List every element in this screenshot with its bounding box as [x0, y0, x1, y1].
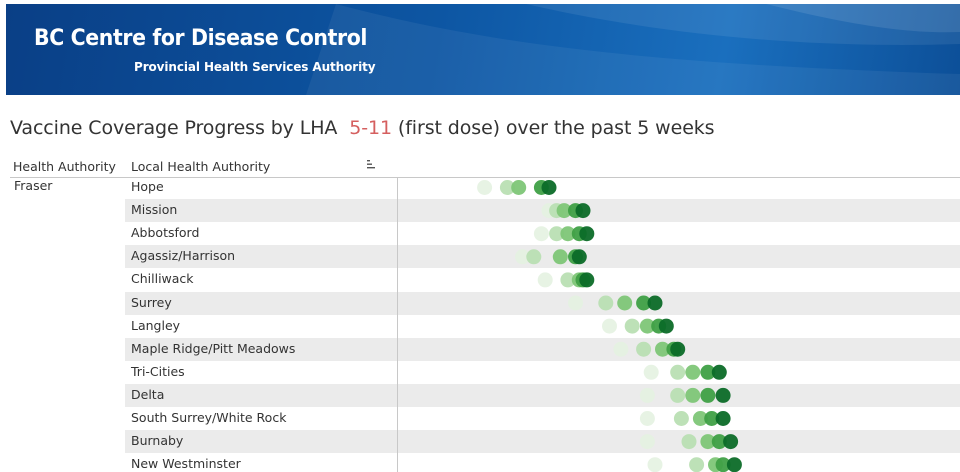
coverage-dot[interactable]	[639, 411, 655, 426]
coverage-dot[interactable]	[692, 411, 708, 426]
coverage-dot[interactable]	[647, 457, 663, 472]
plot-divider	[397, 178, 398, 472]
row-band	[125, 245, 960, 269]
coverage-dot[interactable]	[711, 364, 727, 380]
coverage-dot[interactable]	[639, 434, 655, 450]
lha-label: South Surrey/White Rock	[131, 410, 287, 425]
coverage-dot[interactable]	[723, 434, 739, 450]
chart-title-highlight: 5-11	[349, 117, 392, 139]
banner-subtitle: Provincial Health Services Authority	[134, 60, 376, 74]
coverage-dot[interactable]	[639, 318, 655, 334]
lha-label: Abbotsford	[131, 225, 200, 241]
coverage-dot[interactable]	[568, 295, 583, 311]
lha-label: New Westminster	[131, 456, 241, 472]
lha-label: Delta	[131, 386, 165, 402]
coverage-dot[interactable]	[681, 434, 697, 450]
coverage-dot[interactable]	[655, 341, 670, 357]
coverage-dot[interactable]	[533, 226, 549, 242]
coverage-dot[interactable]	[541, 180, 557, 195]
lha-label: Langley	[131, 317, 181, 333]
coverage-dot[interactable]	[670, 387, 686, 403]
coverage-dot[interactable]	[636, 341, 652, 357]
coverage-dot[interactable]	[477, 180, 493, 195]
lha-column-header[interactable]: Local Health Authority	[131, 159, 271, 174]
lha-label: Burnaby	[131, 433, 184, 449]
chart-title-prefix: Vaccine Coverage Progress by LHA	[10, 117, 338, 139]
header-divider	[10, 177, 960, 178]
lha-label: Agassiz/Harrison	[131, 248, 236, 264]
coverage-dot[interactable]	[537, 272, 553, 288]
coverage-dot[interactable]	[511, 180, 527, 195]
coverage-dot[interactable]	[560, 226, 576, 242]
coverage-dot[interactable]	[658, 318, 674, 334]
row-bands	[125, 176, 960, 472]
coverage-dot[interactable]	[700, 434, 716, 450]
coverage-dot[interactable]	[670, 364, 686, 380]
health-authority-label: Fraser	[14, 178, 53, 193]
coverage-dot[interactable]	[515, 249, 530, 265]
coverage-dot[interactable]	[715, 411, 731, 426]
coverage-dot[interactable]	[636, 295, 652, 311]
banner-decoration	[306, 4, 960, 95]
lha-label: Chilliwack	[131, 271, 194, 287]
sort-descending-icon[interactable]	[366, 158, 376, 172]
lha-label: Maple Ridge/Pitt Meadows	[131, 340, 296, 356]
coverage-dot[interactable]	[613, 341, 629, 357]
coverage-dot[interactable]	[598, 295, 614, 311]
coverage-dot[interactable]	[700, 364, 716, 380]
coverage-dot[interactable]	[579, 226, 595, 242]
coverage-dot[interactable]	[499, 180, 515, 195]
coverage-dot[interactable]	[560, 272, 576, 288]
coverage-dot[interactable]	[617, 295, 633, 311]
row-band	[125, 430, 960, 454]
coverage-dot[interactable]	[726, 457, 742, 472]
chart-title: Vaccine Coverage Progress by LHA 5-11 (f…	[10, 117, 715, 139]
coverage-dot[interactable]	[689, 457, 705, 472]
coverage-dot[interactable]	[602, 318, 617, 334]
coverage-dot[interactable]	[526, 249, 542, 265]
coverage-dot[interactable]	[704, 411, 720, 426]
coverage-dot[interactable]	[711, 434, 727, 450]
coverage-dot[interactable]	[549, 226, 565, 242]
coverage-dot[interactable]	[552, 249, 568, 265]
health-authority-column-header[interactable]: Health Authority	[13, 159, 116, 174]
lha-label: Mission	[131, 202, 178, 218]
coverage-dot[interactable]	[715, 457, 731, 472]
lha-label: Tri-Cities	[131, 363, 185, 379]
banner-title: BC Centre for Disease Control	[34, 26, 368, 51]
coverage-dot[interactable]	[579, 272, 595, 288]
coverage-dot[interactable]	[700, 387, 716, 403]
coverage-dot[interactable]	[647, 295, 663, 311]
coverage-dot[interactable]	[624, 318, 640, 334]
row-band	[125, 383, 960, 407]
coverage-dot[interactable]	[556, 203, 572, 219]
coverage-dot[interactable]	[571, 249, 587, 265]
coverage-dot[interactable]	[639, 387, 655, 403]
coverage-dot[interactable]	[685, 364, 701, 380]
lha-label: Surrey	[131, 294, 172, 310]
coverage-dot[interactable]	[685, 387, 701, 403]
row-band	[125, 291, 960, 315]
bccdc-banner: BC Centre for Disease Control Provincial…	[6, 4, 960, 95]
row-band	[125, 337, 960, 361]
lha-label: Hope	[131, 179, 164, 194]
coverage-dot[interactable]	[670, 341, 686, 357]
chart-title-suffix: (first dose) over the past 5 weeks	[397, 117, 715, 139]
coverage-dot[interactable]	[673, 411, 689, 426]
coverage-dot[interactable]	[715, 387, 731, 403]
coverage-dot[interactable]	[575, 203, 591, 219]
coverage-dot[interactable]	[643, 364, 659, 380]
